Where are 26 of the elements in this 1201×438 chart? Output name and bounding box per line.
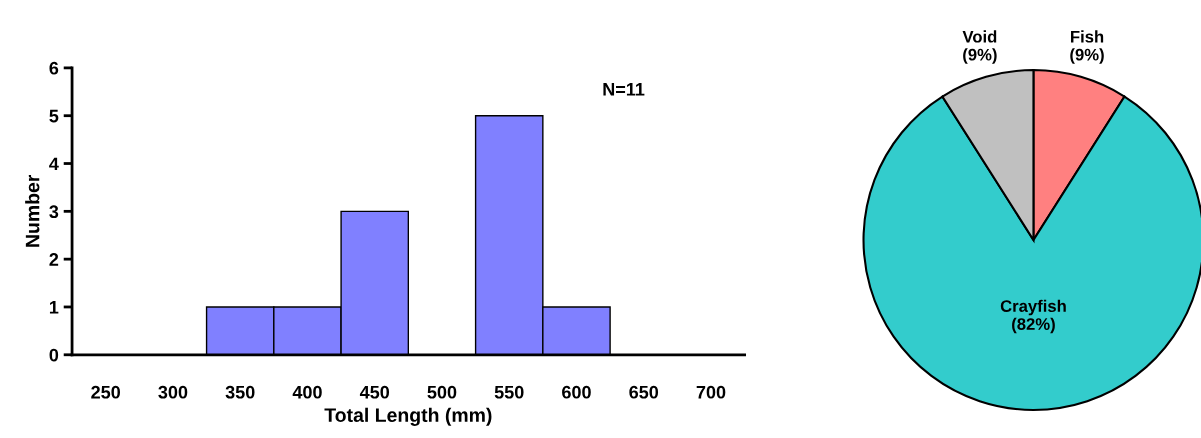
- x-tick-label: 250: [91, 385, 121, 399]
- y-axis-title: Number: [25, 174, 40, 247]
- y-tick-label: 4: [49, 157, 59, 171]
- data-label: (9%): [1070, 48, 1104, 64]
- slice-label: Void: [962, 30, 997, 43]
- y-tick-label: 2: [49, 253, 59, 266]
- x-tick-label: 350: [225, 385, 255, 399]
- y-tick-label: 3: [49, 205, 59, 219]
- x-tick-label: 500: [427, 385, 457, 399]
- y-tick-label: 1: [49, 301, 59, 314]
- x-tick-label: 550: [494, 385, 524, 399]
- slice-label: Fish: [1071, 30, 1104, 43]
- y-tick-label: 6: [49, 61, 59, 75]
- x-axis-title: Total Length (mm): [324, 407, 492, 426]
- y-tick-label: 5: [49, 109, 59, 123]
- slice-label: Crayfish: [1000, 299, 1066, 316]
- data-label: (82%): [1012, 317, 1055, 334]
- annotation: N=11: [603, 83, 645, 96]
- data-label: (9%): [963, 48, 997, 64]
- x-tick-label: 700: [696, 385, 726, 399]
- x-tick-label: 650: [629, 385, 659, 399]
- x-tick-label: 300: [158, 385, 188, 399]
- x-tick-label: 600: [562, 385, 591, 399]
- x-tick-label: 400: [292, 385, 322, 399]
- x-tick-label: 450: [359, 385, 390, 399]
- y-tick-label: 0: [49, 348, 59, 362]
